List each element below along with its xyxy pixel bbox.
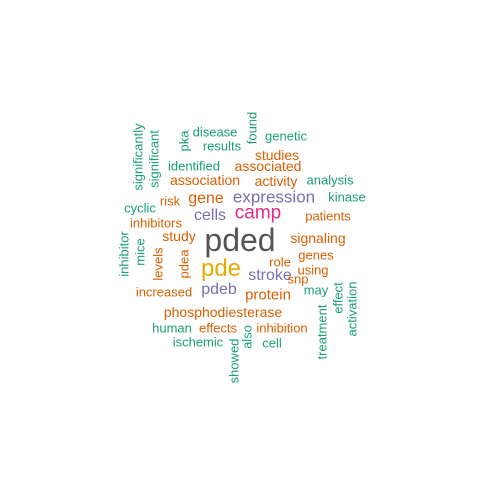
word-pka: pka — [176, 130, 192, 152]
word-patients: patients — [305, 208, 351, 224]
word-inhibition: inhibition — [256, 320, 308, 336]
word-cyclic: cyclic — [124, 200, 156, 216]
word-inhibitors: inhibitors — [129, 215, 183, 231]
word-increased: increased — [135, 284, 193, 300]
word-cell: cell — [262, 335, 282, 351]
word-risk: risk — [159, 193, 181, 209]
word-identified: identified — [167, 158, 221, 174]
word-significantly: significantly — [130, 123, 146, 191]
word-camp: camp — [234, 202, 282, 224]
word-associated: associated — [234, 158, 302, 174]
word-also: also — [239, 325, 255, 349]
word-phosphodiesterase: phosphodiesterase — [163, 304, 283, 320]
word-activity: activity — [254, 173, 298, 189]
word-human: human — [152, 320, 192, 336]
word-pdeb: pdeb — [201, 281, 237, 298]
word-significant: significant — [146, 130, 162, 188]
word-activation: activation — [344, 281, 360, 337]
word-found: found — [244, 111, 260, 145]
word-mice: mice — [132, 238, 148, 266]
word-effect: effect — [330, 282, 346, 314]
word-pdea: pdea — [176, 249, 192, 279]
word-role: role — [269, 254, 291, 270]
word-disease: disease — [192, 124, 238, 140]
word-may: may — [303, 282, 329, 298]
word-signaling: signaling — [290, 230, 346, 246]
word-cells: cells — [193, 207, 227, 224]
word-association: association — [169, 172, 241, 188]
word-levels: levels — [150, 247, 166, 281]
word-gene: gene — [188, 190, 224, 207]
word-stroke: stroke — [248, 267, 292, 284]
word-analysis: analysis — [306, 172, 354, 188]
word-ischemic: ischemic — [172, 334, 224, 350]
word-studies: studies — [254, 147, 300, 163]
word-kinase: kinase — [328, 189, 366, 205]
word-protein: protein — [245, 286, 291, 304]
word-genes: genes — [298, 247, 334, 263]
word-treatment: treatment — [314, 304, 330, 360]
word-showed: showed — [226, 338, 242, 384]
word-snp: snp — [287, 271, 309, 287]
word-pde: pde — [200, 255, 242, 282]
word-study: study — [162, 228, 196, 244]
word-expression: expression — [232, 187, 316, 207]
word-genetic: genetic — [265, 128, 307, 144]
word-pded: pded — [204, 222, 276, 258]
word-inhibitor: inhibitor — [116, 231, 132, 277]
word-effects: effects — [198, 320, 238, 336]
word-using: using — [297, 262, 329, 278]
word-results: results — [202, 138, 242, 154]
